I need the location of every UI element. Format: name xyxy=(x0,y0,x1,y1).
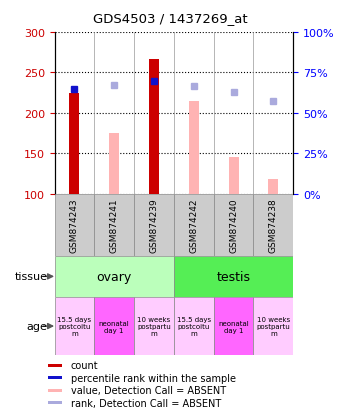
Text: GSM874240: GSM874240 xyxy=(229,198,238,252)
Bar xyxy=(109,134,119,194)
Text: 15.5 days
postcoitu
m: 15.5 days postcoitu m xyxy=(57,316,91,336)
Text: neonatal
day 1: neonatal day 1 xyxy=(99,320,130,333)
Bar xyxy=(48,401,62,404)
Text: rank, Detection Call = ABSENT: rank, Detection Call = ABSENT xyxy=(71,398,221,408)
Text: tissue: tissue xyxy=(15,272,48,282)
Text: count: count xyxy=(71,361,99,370)
Text: GSM874243: GSM874243 xyxy=(70,198,79,252)
Text: GSM874239: GSM874239 xyxy=(149,198,159,252)
Bar xyxy=(55,297,94,355)
Text: GSM874242: GSM874242 xyxy=(189,198,198,252)
Bar xyxy=(189,102,199,194)
Text: GSM874238: GSM874238 xyxy=(269,198,278,252)
Bar xyxy=(55,194,94,256)
Bar xyxy=(174,256,293,297)
Bar xyxy=(55,256,174,297)
Bar xyxy=(48,389,62,392)
Bar xyxy=(70,93,79,194)
Bar xyxy=(134,194,174,256)
Text: value, Detection Call = ABSENT: value, Detection Call = ABSENT xyxy=(71,385,226,395)
Bar xyxy=(149,59,159,194)
Text: 10 weeks
postpartu
m: 10 weeks postpartu m xyxy=(137,316,171,336)
Text: GDS4503 / 1437269_at: GDS4503 / 1437269_at xyxy=(93,12,248,25)
Bar xyxy=(94,194,134,256)
Bar xyxy=(214,194,253,256)
Text: age: age xyxy=(27,321,48,331)
Bar xyxy=(253,194,293,256)
Text: ovary: ovary xyxy=(97,270,132,283)
Text: percentile rank within the sample: percentile rank within the sample xyxy=(71,373,236,383)
Text: testis: testis xyxy=(217,270,251,283)
Bar xyxy=(268,180,278,194)
Text: neonatal
day 1: neonatal day 1 xyxy=(218,320,249,333)
Bar xyxy=(94,297,134,355)
Bar xyxy=(174,297,214,355)
Text: GSM874241: GSM874241 xyxy=(110,198,119,252)
Text: 10 weeks
postpartu
m: 10 weeks postpartu m xyxy=(256,316,290,336)
Bar xyxy=(48,364,62,367)
Bar xyxy=(228,158,239,194)
Bar xyxy=(214,297,253,355)
Bar xyxy=(174,194,214,256)
Bar xyxy=(134,297,174,355)
Bar xyxy=(48,376,62,380)
Bar xyxy=(253,297,293,355)
Text: 15.5 days
postcoitu
m: 15.5 days postcoitu m xyxy=(177,316,211,336)
